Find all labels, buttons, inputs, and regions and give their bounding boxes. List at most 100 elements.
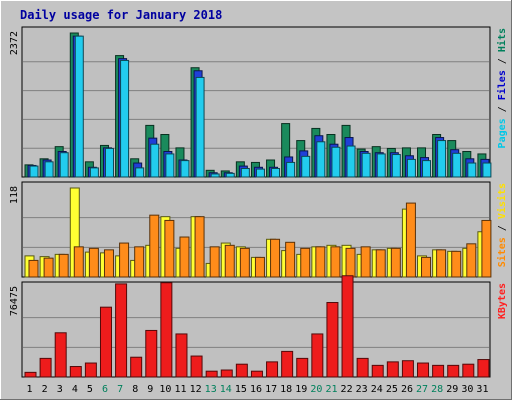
bar-pages-14 — [225, 172, 235, 178]
x-tick-label: 13 — [205, 384, 217, 395]
legend-entry: / — [497, 52, 508, 70]
bar-kbytes-11 — [175, 333, 188, 378]
x-tick-label: 25 — [386, 384, 398, 395]
bar-sites-24 — [375, 249, 386, 278]
bar-pages-27 — [422, 160, 432, 178]
bar-sites-28 — [436, 249, 447, 278]
bar-sites-7 — [119, 242, 130, 278]
bar-pages-8 — [135, 167, 145, 178]
bar-kbytes-13 — [205, 370, 218, 378]
bar-pages-16 — [255, 168, 265, 178]
bar-kbytes-27 — [417, 362, 430, 378]
legend-hits-files-pages: Pages / Files / Hits — [496, 28, 508, 148]
x-tick-label: 15 — [235, 384, 247, 395]
bar-kbytes-14 — [220, 369, 233, 378]
y-max-label: 118 — [9, 186, 20, 204]
bar-pages-7 — [120, 59, 130, 178]
bar-pages-24 — [376, 153, 386, 178]
x-tick-label: 17 — [265, 384, 277, 395]
bar-kbytes-15 — [235, 363, 248, 378]
bar-pages-11 — [180, 160, 190, 178]
bar-kbytes-2 — [39, 357, 52, 378]
x-tick-label: 28 — [431, 384, 443, 395]
bar-pages-10 — [165, 153, 175, 178]
bar-sites-6 — [103, 249, 114, 278]
bar-kbytes-9 — [145, 329, 158, 378]
bar-sites-19 — [300, 247, 311, 278]
bar-sites-31 — [481, 219, 492, 278]
x-tick-label: 29 — [446, 384, 458, 395]
bar-pages-21 — [331, 146, 341, 178]
bar-sites-25 — [390, 247, 401, 278]
bar-kbytes-10 — [160, 282, 173, 378]
bar-kbytes-18 — [281, 350, 294, 378]
bar-pages-31 — [482, 162, 492, 178]
bar-pages-20 — [316, 141, 326, 178]
bar-kbytes-22 — [341, 275, 354, 378]
bar-sites-29 — [451, 250, 462, 278]
x-tick-label: 8 — [132, 384, 138, 395]
x-tick-label: 24 — [371, 384, 383, 395]
bar-kbytes-6 — [99, 306, 112, 378]
bar-pages-2 — [44, 161, 54, 178]
bar-sites-2 — [43, 257, 54, 278]
y-max-label: 2372 — [9, 31, 20, 55]
x-tick-label: 20 — [310, 384, 322, 395]
bar-sites-8 — [134, 246, 145, 278]
bar-sites-26 — [405, 202, 416, 278]
bar-kbytes-19 — [296, 357, 309, 378]
bar-pages-22 — [346, 145, 356, 178]
chart-title: Daily usage for January 2018 — [20, 8, 222, 22]
bar-pages-18 — [286, 161, 296, 178]
legend-entry: Visits — [496, 183, 508, 219]
legend-entry: Pages — [497, 118, 508, 148]
bar-pages-30 — [467, 162, 477, 178]
bar-sites-11 — [179, 236, 190, 278]
legend-visits-sites: Sites / Visits — [496, 183, 508, 267]
x-tick-label: 19 — [295, 384, 307, 395]
legend-entry: KBytes — [497, 283, 508, 319]
bar-sites-22 — [345, 247, 356, 278]
bar-sites-1 — [28, 259, 39, 278]
x-tick-label: 7 — [117, 384, 123, 395]
legend-entry: Sites — [496, 237, 508, 267]
bar-pages-9 — [150, 143, 160, 178]
legend-entry: Files — [496, 70, 508, 100]
x-tick-label: 12 — [190, 384, 202, 395]
bar-pages-1 — [29, 165, 39, 178]
x-tick-label: 2 — [42, 384, 48, 395]
series-pages — [29, 35, 492, 178]
bar-pages-15 — [240, 168, 250, 178]
series-kbytes — [24, 275, 490, 378]
bar-sites-23 — [360, 246, 371, 278]
bar-kbytes-31 — [477, 359, 490, 378]
x-tick-label: 1 — [27, 384, 33, 395]
bar-sites-18 — [285, 241, 296, 278]
bar-pages-25 — [391, 154, 401, 178]
bar-kbytes-16 — [250, 370, 263, 378]
bar-pages-6 — [104, 147, 114, 178]
bar-pages-12 — [195, 76, 205, 178]
x-tick-label: 6 — [102, 384, 108, 395]
x-tick-label: 23 — [356, 384, 368, 395]
bar-pages-17 — [271, 168, 281, 178]
x-tick-label: 18 — [280, 384, 292, 395]
bar-kbytes-7 — [115, 283, 128, 378]
bar-sites-27 — [421, 256, 432, 278]
bar-sites-21 — [330, 246, 341, 278]
bar-kbytes-24 — [371, 364, 384, 378]
chart-panels: 2372 Pages / Files / Hits 118 Sites / Visit… — [9, 26, 508, 378]
bar-sites-12 — [194, 216, 205, 278]
bar-kbytes-29 — [447, 364, 460, 378]
bar-pages-4 — [74, 35, 84, 178]
bar-pages-5 — [89, 167, 99, 178]
bar-sites-30 — [466, 243, 477, 278]
bar-sites-15 — [239, 247, 250, 278]
bar-sites-16 — [254, 256, 265, 278]
x-tick-label: 9 — [147, 384, 153, 395]
bar-sites-13 — [209, 246, 220, 278]
bar-kbytes-4 — [69, 366, 82, 378]
bar-sites-10 — [164, 219, 175, 278]
bar-pages-29 — [452, 152, 462, 178]
